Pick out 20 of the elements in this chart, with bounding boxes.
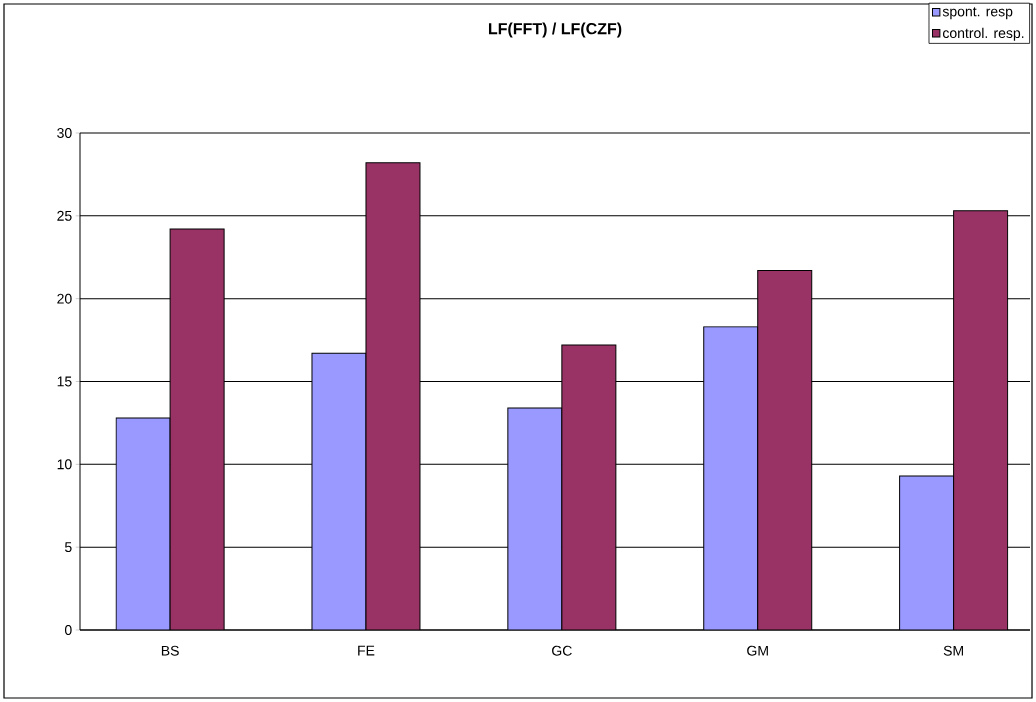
x-tick-label: BS — [161, 645, 179, 656]
y-tick-label: 15 — [57, 376, 72, 387]
y-tick-label: 20 — [57, 293, 72, 304]
y-tick-label: 25 — [57, 210, 72, 221]
bar — [757, 270, 813, 630]
x-tick-label: GM — [747, 645, 768, 656]
x-tick-label: FE — [358, 645, 375, 656]
y-tick-label: 10 — [57, 459, 72, 470]
y-tick-label: 0 — [64, 625, 72, 635]
bar — [561, 344, 617, 630]
x-tick-label: GC — [552, 645, 572, 656]
y-tick-label: 5 — [64, 542, 72, 553]
bar — [953, 210, 1009, 630]
x-tick-label: SM — [943, 645, 963, 656]
legend-label: spont. resp — [942, 7, 1013, 20]
bar — [365, 162, 421, 630]
bar — [169, 228, 225, 630]
y-tick-label: 30 — [57, 128, 72, 138]
legend-label: control. resp. — [942, 27, 1024, 41]
chart-title: LF(FFT) / LF(CZF) — [488, 22, 622, 38]
